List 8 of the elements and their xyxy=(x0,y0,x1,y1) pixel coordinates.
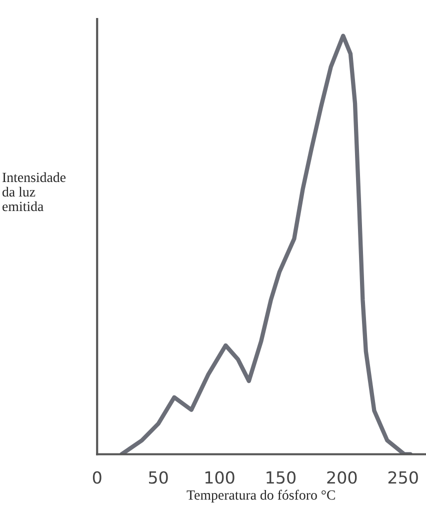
y-axis-title: Intensidade da luz emitida xyxy=(2,172,66,212)
x-tick-label: 150 xyxy=(266,471,296,484)
x-tick-label: 50 xyxy=(149,471,168,484)
x-tick-label: 0 xyxy=(92,471,102,484)
x-tick-label: 200 xyxy=(327,471,357,484)
x-tick-label: 250 xyxy=(388,471,418,484)
x-axis-title: Temperatura do fósforo °C xyxy=(186,490,335,503)
x-tick-label: 100 xyxy=(205,471,234,484)
